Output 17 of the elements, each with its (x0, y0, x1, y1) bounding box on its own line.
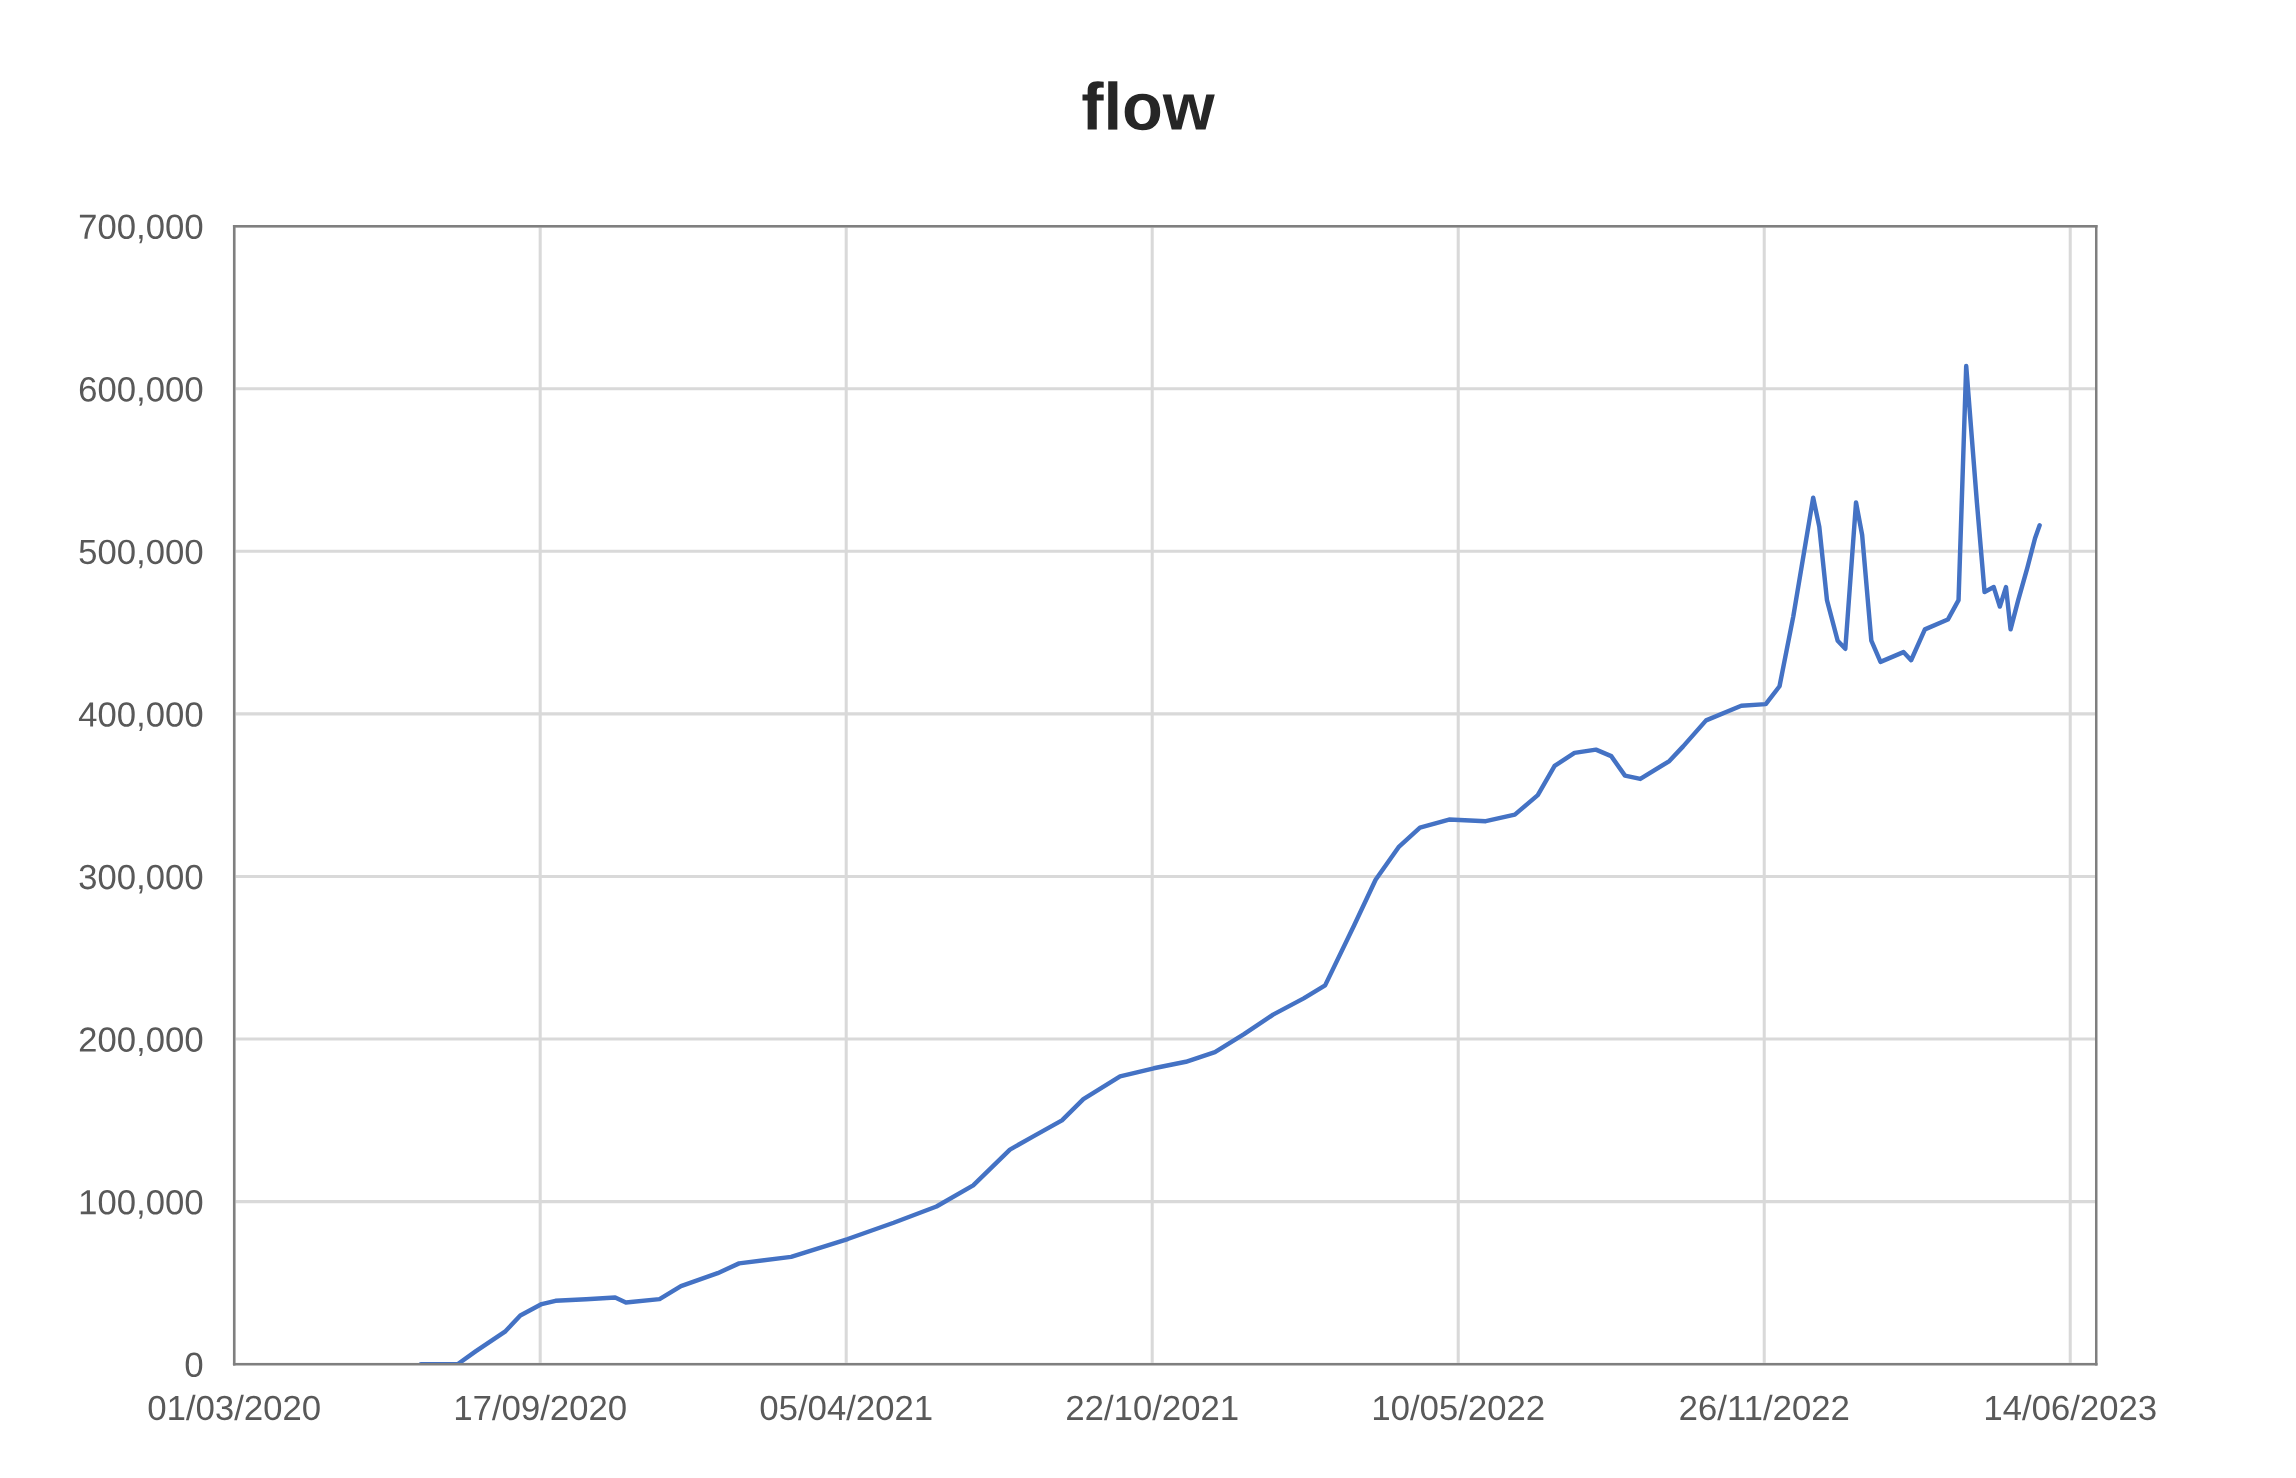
y-tick-label: 0 (185, 1352, 203, 1378)
x-tick-label: 17/09/2020 (455, 1394, 626, 1421)
chart-title: flow (1082, 81, 1215, 131)
y-tick-label: 200,000 (79, 1027, 203, 1057)
x-tick-label: 01/03/2020 (148, 1394, 320, 1421)
y-tick-label: 600,000 (79, 377, 203, 406)
y-tick-label: 300,000 (79, 864, 203, 894)
x-tick-label: 10/05/2022 (1373, 1394, 1544, 1421)
y-tick-label: 700,000 (79, 214, 203, 244)
y-tick-label: 400,000 (78, 702, 203, 731)
line-series (418, 363, 2042, 1365)
y-tick-label: 100,000 (80, 1189, 203, 1219)
y-tick-label: 500,000 (79, 539, 203, 569)
x-tick-label: 26/11/2022 (1680, 1394, 1849, 1421)
x-tick-label: 22/10/2021 (1067, 1394, 1238, 1421)
x-tick-label: 14/06/2023 (1986, 1394, 2156, 1421)
x-tick-label: 05/04/2021 (760, 1394, 932, 1421)
